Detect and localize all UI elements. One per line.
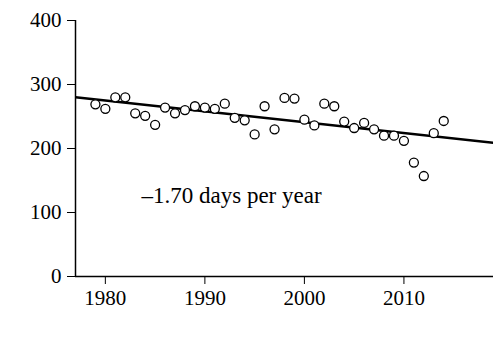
- svg-text:1990: 1990: [184, 286, 226, 310]
- svg-text:–1.70 days per year: –1.70 days per year: [141, 183, 322, 208]
- svg-text:2000: 2000: [283, 286, 325, 310]
- svg-text:1980: 1980: [84, 286, 126, 310]
- svg-text:400: 400: [30, 8, 62, 32]
- svg-text:300: 300: [30, 72, 62, 96]
- svg-text:100: 100: [30, 200, 62, 224]
- svg-text:0: 0: [51, 264, 62, 288]
- svg-text:200: 200: [30, 136, 62, 160]
- svg-text:2010: 2010: [383, 286, 425, 310]
